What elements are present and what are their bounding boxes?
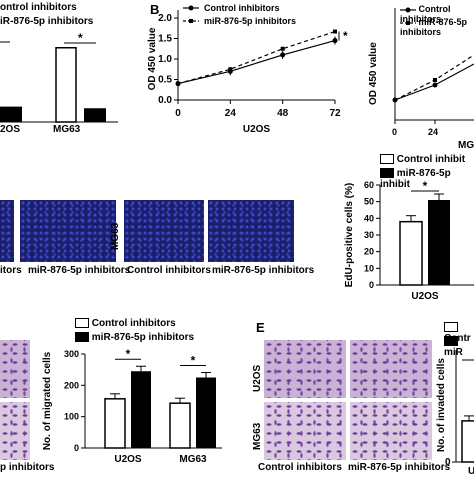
bar-d-control — [104, 398, 126, 449]
legend-b-control-marker — [188, 5, 194, 11]
sig-star-d: * — [191, 354, 196, 368]
edu-label-mir-2: miR-876-5p inhibitors — [212, 265, 315, 276]
bar-e-control — [461, 420, 474, 463]
a-xlabel-u2os: 2OS — [0, 124, 21, 135]
point-b-mir — [333, 29, 337, 34]
edu-legend-control: Control inhibit — [380, 154, 465, 165]
chart-edu: 0 10 20 30 40 50 60 EdU-positive cells (%) * U2OS — [344, 179, 474, 302]
mg63-mir-line — [394, 54, 474, 101]
edu-label-mir: miR-876-5p inhibitors — [28, 265, 131, 276]
invasion-label-control: Control inhibitors — [258, 462, 342, 473]
chart-migration: 0 100 200 300 No. of migrated cells * U2OS * MG6… — [42, 347, 222, 465]
tick-label-b-y: 1.5 — [158, 34, 172, 45]
invasion-image-u2os-mir — [350, 340, 432, 398]
tick-label-d-x: MG63 — [179, 454, 207, 465]
line-b-mir — [177, 30, 336, 85]
tick-label-b-y: 0.0 — [158, 95, 172, 106]
tick-label-c-y: 60 — [364, 180, 374, 190]
d-ylabel: No. of migrated cells — [42, 351, 53, 450]
legend-b-mir-label: miR-876-5p inhibitors — [204, 16, 296, 26]
bar-d-mir — [131, 371, 151, 448]
b2-legend-mir: miR-876-5p inhibitors — [400, 17, 468, 37]
b2-xlabel: MG — [458, 140, 474, 151]
sig-star-b: * — [343, 29, 348, 43]
tick-label-c-x: U2OS — [411, 291, 439, 302]
edu-label-control-2: Control inhibitors — [127, 265, 211, 276]
bar-a-u2os-mir — [0, 106, 22, 122]
legend-b-mir-marker — [189, 19, 193, 23]
sig-star-a: * — [78, 31, 83, 45]
invasion-label-mir: miR-876-5p inhibitors — [348, 462, 451, 473]
chart-invasion — [452, 350, 474, 463]
tick-label-d-x: U2OS — [114, 454, 142, 465]
migration-image-mg63 — [0, 402, 30, 460]
sig-star-c: * — [423, 179, 428, 193]
tick-label-c-y: 40 — [364, 213, 374, 223]
b2-xtick-0: 0 — [392, 127, 398, 137]
migration-legend-control: Control inhibitors — [75, 318, 176, 329]
panel-e-letter: E — [256, 320, 265, 335]
tick-label-d-y: 200 — [64, 380, 79, 390]
invasion-label-u2os: U2OS — [252, 364, 263, 392]
tick-label-d-y: 100 — [64, 412, 79, 422]
bar-d-mir — [196, 377, 216, 448]
chart-b-mg63 — [392, 8, 474, 124]
edu-label-mg63: MG63 — [110, 222, 121, 250]
b2-ylabel: OD 450 value — [368, 42, 379, 105]
bar-a-mg63-mir — [84, 108, 106, 122]
tick-label-c-y: 30 — [364, 230, 374, 240]
c-ylabel: EdU-positive cells (%) — [344, 183, 355, 287]
point-b-mir — [280, 46, 285, 51]
edu-label-control-crop: itors — [0, 265, 22, 276]
bar-a-mg63-control — [55, 47, 77, 123]
tick-label-b-x: 24 — [225, 108, 237, 119]
panel-b-letter: B — [150, 2, 160, 17]
tick-label-b-y: 0.5 — [158, 75, 172, 86]
edu-image-mg63-mir — [208, 200, 294, 262]
tick-label-d-y: 0 — [74, 443, 79, 453]
bar-c-control — [399, 220, 423, 286]
a-xlabel-mg63: MG63 — [53, 124, 81, 135]
tick-label-d-y: 300 — [64, 349, 79, 359]
tick-label-c-y: 0 — [369, 280, 374, 290]
tick-label-b-x: 48 — [277, 108, 289, 119]
a-legend-mir: iR-876-5p inhibitors — [0, 16, 94, 27]
tick-label-c-y: 50 — [364, 197, 374, 207]
b-xlabel: U2OS — [243, 124, 271, 135]
b2-xtick-24: 24 — [428, 127, 439, 137]
invasion-image-u2os-control — [264, 340, 346, 398]
sig-star-d: * — [126, 347, 131, 361]
chart-b-u2os: 0 24 48 72 0.0 0.5 1.0 1.5 2.0OD 450 value U2OS * C… — [147, 3, 348, 135]
invasion-label-mg63: MG63 — [252, 422, 263, 450]
bar-d-control — [169, 402, 191, 449]
tick-label-c-y: 10 — [364, 263, 374, 273]
migration-legend-mir: miR-876-5p inhibitors — [75, 332, 194, 343]
chart-a: * — [0, 31, 118, 123]
legend-b-control-label: Control inhibitors — [204, 3, 280, 13]
invasion-ytick-0: 0 — [445, 457, 451, 468]
tick-label-b-x: 72 — [329, 108, 341, 119]
edu-image-u2os-control — [0, 200, 14, 262]
tick-label-b-x: 0 — [175, 108, 181, 119]
b-ylabel: OD 450 value — [147, 27, 158, 90]
line-b-control — [177, 39, 336, 85]
edu-legend-mir: miR-876-5p inhibit — [380, 168, 451, 190]
b2-legend-control: Control inhibitors — [400, 4, 451, 24]
invasion-image-mg63-mir — [350, 402, 432, 460]
edu-image-mg63-control — [124, 200, 204, 262]
tick-label-b-y: 1.0 — [158, 54, 172, 65]
migration-label-crop: p inhibitors — [0, 462, 55, 473]
a-legend-control: ontrol inhibitors — [0, 2, 77, 13]
tick-label-b-y: 2.0 — [158, 13, 172, 24]
edu-image-u2os-mir — [20, 200, 116, 262]
invasion-legend-mir: miR — [444, 336, 474, 358]
bar-c-mir — [428, 200, 450, 285]
tick-label-c-y: 20 — [364, 247, 374, 257]
invasion-xlabel: U — [468, 466, 474, 477]
migration-image-u2os — [0, 340, 30, 398]
invasion-image-mg63-control — [264, 402, 346, 460]
